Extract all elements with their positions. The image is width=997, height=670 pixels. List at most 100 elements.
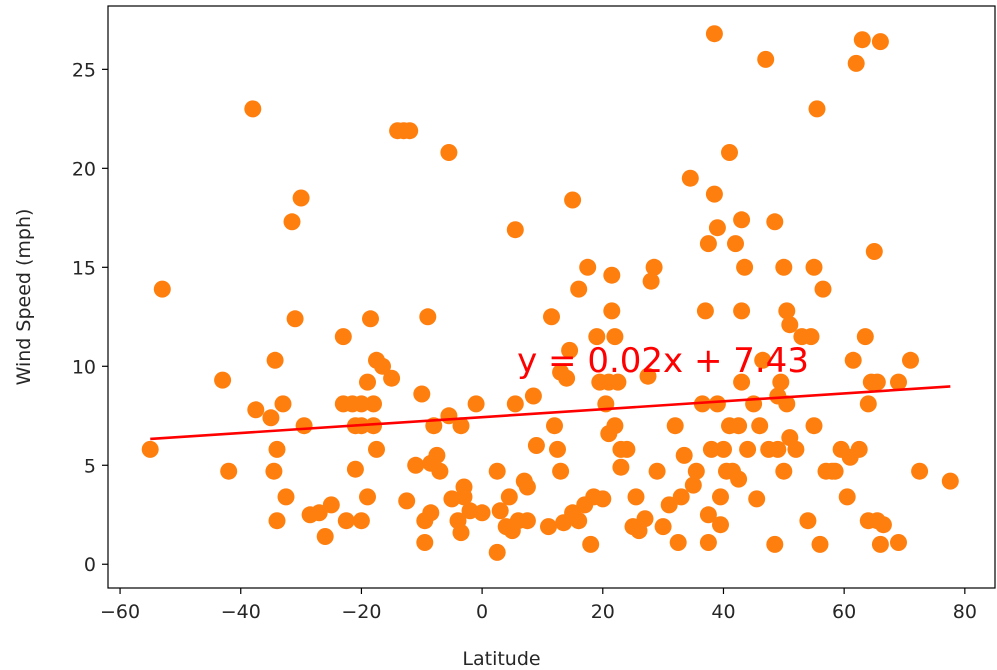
data-point bbox=[540, 518, 557, 536]
y-tick-label: 0 bbox=[84, 554, 96, 576]
data-point bbox=[871, 535, 889, 553]
data-point bbox=[672, 488, 690, 506]
data-point bbox=[627, 488, 645, 506]
data-point bbox=[669, 534, 687, 551]
data-point bbox=[346, 460, 364, 478]
y-tick-label: 15 bbox=[72, 257, 96, 279]
data-point bbox=[636, 510, 654, 528]
data-point bbox=[274, 395, 292, 413]
x-tick-label: 20 bbox=[591, 601, 615, 623]
y-axis: 0 5 10 15 20 25 bbox=[72, 59, 108, 576]
data-point bbox=[286, 310, 304, 328]
data-point bbox=[648, 462, 666, 480]
data-point bbox=[799, 512, 817, 530]
data-point bbox=[609, 373, 627, 391]
data-point bbox=[603, 302, 621, 320]
data-point bbox=[787, 440, 805, 458]
data-point bbox=[751, 417, 769, 435]
data-point bbox=[871, 33, 889, 51]
data-point bbox=[712, 488, 729, 506]
data-point bbox=[699, 534, 717, 551]
data-point bbox=[654, 518, 672, 536]
data-point bbox=[488, 462, 506, 480]
data-point bbox=[681, 169, 699, 187]
data-point bbox=[606, 417, 624, 435]
x-tick-label: −20 bbox=[341, 601, 381, 623]
data-point bbox=[699, 235, 717, 253]
x-tick-label: −60 bbox=[100, 601, 140, 623]
data-point bbox=[859, 395, 877, 413]
data-point bbox=[374, 357, 391, 375]
data-point bbox=[699, 506, 717, 524]
data-point bbox=[708, 395, 726, 413]
data-point bbox=[491, 502, 509, 520]
data-point bbox=[902, 351, 919, 369]
plot-frame bbox=[107, 5, 996, 589]
data-point bbox=[518, 478, 536, 496]
data-point bbox=[359, 373, 376, 391]
data-point bbox=[890, 373, 907, 391]
x-tick-label: 80 bbox=[953, 601, 977, 623]
data-point bbox=[838, 488, 856, 506]
plot-content bbox=[141, 25, 959, 561]
data-point bbox=[383, 369, 401, 387]
data-point bbox=[594, 490, 612, 508]
data-point bbox=[639, 367, 657, 385]
data-point bbox=[416, 534, 434, 551]
data-point bbox=[666, 417, 684, 435]
data-point bbox=[865, 243, 883, 260]
data-point bbox=[564, 191, 582, 209]
data-point bbox=[675, 446, 693, 464]
data-point bbox=[334, 328, 352, 346]
data-point bbox=[612, 458, 630, 476]
y-tick-label: 5 bbox=[84, 455, 96, 477]
data-point bbox=[141, 440, 159, 458]
data-point bbox=[911, 462, 929, 480]
data-point bbox=[422, 504, 440, 522]
data-point bbox=[546, 417, 563, 435]
data-point bbox=[775, 258, 793, 276]
data-point bbox=[413, 385, 431, 403]
data-point bbox=[295, 417, 313, 435]
data-point bbox=[687, 462, 705, 480]
data-point bbox=[518, 512, 536, 530]
data-point bbox=[524, 387, 542, 405]
regression-line bbox=[150, 385, 951, 441]
data-point bbox=[702, 440, 720, 458]
data-point bbox=[153, 280, 171, 298]
data-point bbox=[365, 417, 382, 435]
data-point bbox=[712, 516, 729, 534]
data-point bbox=[352, 395, 370, 413]
data-point bbox=[588, 328, 606, 346]
data-point bbox=[543, 308, 560, 326]
data-point bbox=[721, 144, 738, 161]
data-point bbox=[431, 462, 449, 480]
data-point bbox=[730, 417, 748, 435]
data-point bbox=[322, 496, 340, 514]
data-point bbox=[452, 524, 470, 542]
data-point bbox=[467, 395, 485, 413]
data-point bbox=[265, 462, 283, 480]
data-point bbox=[766, 535, 784, 553]
data-point bbox=[527, 437, 545, 454]
data-point bbox=[727, 235, 744, 253]
data-point bbox=[440, 144, 458, 161]
data-point bbox=[398, 492, 416, 510]
data-point bbox=[428, 446, 446, 464]
regression-equation-annotation: y = 0.02x + 7.43 bbox=[517, 341, 809, 381]
x-tick-label: 0 bbox=[476, 601, 488, 623]
data-point bbox=[769, 440, 787, 458]
data-point bbox=[715, 440, 732, 458]
data-point bbox=[500, 488, 518, 506]
data-point bbox=[705, 185, 723, 203]
data-point bbox=[733, 373, 751, 391]
data-point bbox=[401, 122, 419, 140]
data-point bbox=[266, 351, 284, 369]
data-point bbox=[561, 341, 579, 359]
data-point bbox=[283, 213, 301, 231]
data-point bbox=[853, 31, 871, 49]
data-point bbox=[549, 440, 566, 458]
x-tick-label: −40 bbox=[221, 601, 261, 623]
data-point bbox=[766, 213, 784, 231]
